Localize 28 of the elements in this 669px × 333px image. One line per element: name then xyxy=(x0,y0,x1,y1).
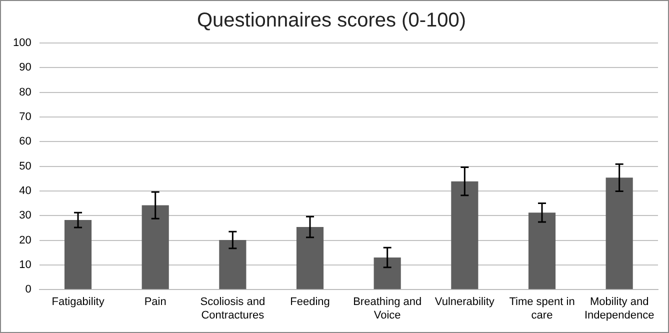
x-tick-label: Fatigability xyxy=(52,296,105,308)
x-tick-label: Breathing and Voice xyxy=(353,296,422,322)
bar xyxy=(64,220,92,290)
y-tick-label: 20 xyxy=(19,234,32,246)
y-tick-label: 90 xyxy=(19,62,32,74)
y-tick-label: 70 xyxy=(19,111,32,124)
x-tick-label: Scoliosis and Contractures xyxy=(200,296,266,322)
y-tick-label: 80 xyxy=(19,86,32,98)
y-tick-label: 100 xyxy=(12,37,32,50)
bar xyxy=(528,212,556,290)
y-tick-label: 0 xyxy=(25,284,32,296)
x-tick-label: Feeding xyxy=(290,296,330,308)
x-tick-label: Vulnerability xyxy=(434,296,495,308)
bar xyxy=(606,178,633,290)
y-tick-label: 10 xyxy=(19,258,32,271)
bar xyxy=(142,205,169,290)
x-tick-label: Mobility and Independence xyxy=(584,296,654,322)
y-tick-label: 30 xyxy=(19,210,32,222)
x-tick-label: Pain xyxy=(144,296,166,308)
y-tick-label: 40 xyxy=(19,184,32,197)
bar xyxy=(219,240,246,290)
y-tick-label: 50 xyxy=(19,160,32,172)
y-tick-label: 60 xyxy=(19,136,32,148)
bar xyxy=(374,258,401,290)
bar xyxy=(296,226,324,290)
x-tick-label: Time spent in care xyxy=(509,296,575,322)
chart-title: Questionnaires scores (0-100) xyxy=(196,10,466,32)
bar xyxy=(451,181,478,290)
